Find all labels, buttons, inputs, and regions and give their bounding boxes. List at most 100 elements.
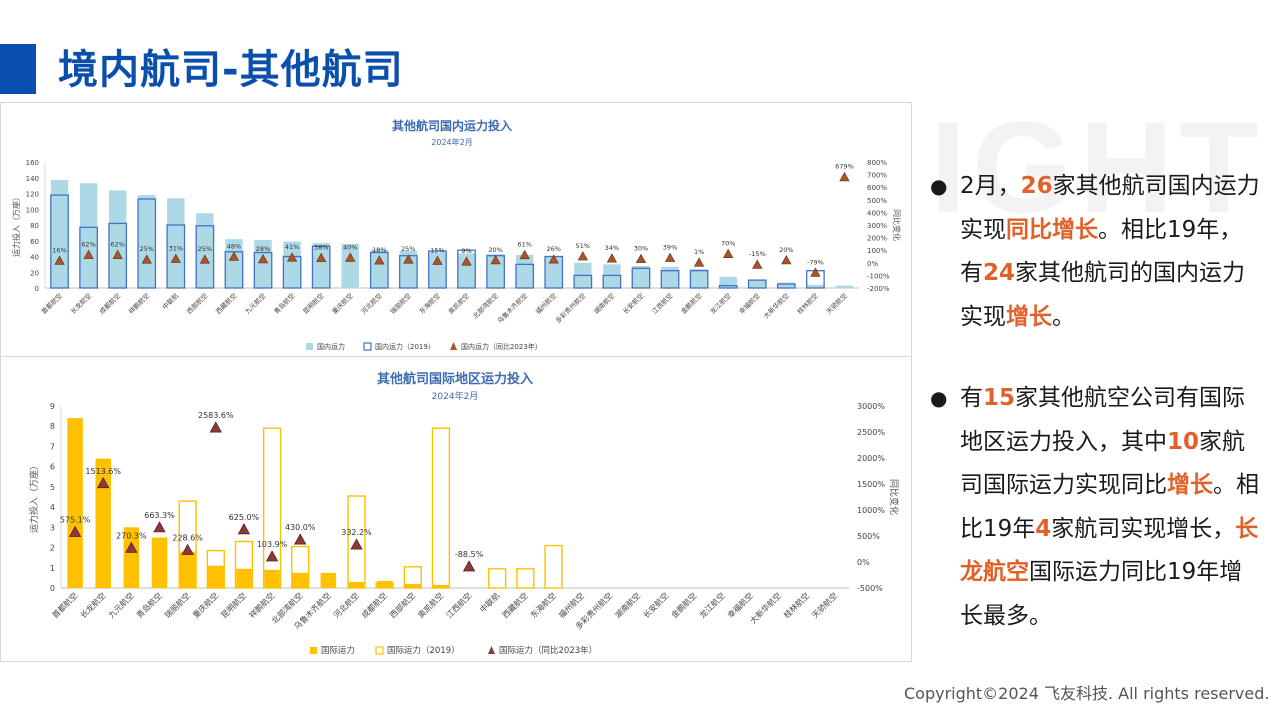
category-label: 桂林航空	[795, 291, 820, 316]
category-label: 成都航空	[359, 590, 389, 620]
category-label: 金鹏航空	[679, 291, 704, 316]
legend-swatch	[488, 646, 495, 654]
data-label: 663.3%	[144, 511, 175, 520]
category-label: 首都航空	[50, 590, 80, 620]
legend-label: 国内运力（同比2023年）	[461, 342, 542, 351]
y2-tick-label: 500%	[867, 197, 887, 205]
category-label: 天骄航空	[810, 590, 840, 620]
yoy-marker	[432, 255, 443, 265]
y-tick-label: 80	[30, 222, 39, 230]
bar	[428, 252, 447, 288]
highlight-text: 增长	[1167, 472, 1213, 498]
yoy-marker	[635, 253, 647, 264]
bullet-text-run: 家航司国际运力实现同比	[960, 428, 1246, 499]
category-label: 金鹏航空	[669, 590, 699, 620]
yoy-marker	[257, 253, 269, 264]
y2-tick-label: 700%	[867, 172, 887, 180]
legend-label: 国际运力（2019）	[387, 645, 460, 656]
data-label: 25%	[198, 245, 212, 253]
category-label: 西部航空	[388, 590, 418, 620]
bullet-text-run: 家航司实现增长，	[1051, 515, 1236, 542]
bar-2019-outline	[516, 568, 535, 589]
bar	[264, 569, 280, 588]
bar-2019-outline	[311, 245, 331, 289]
legend-label: 国际运力	[321, 645, 355, 656]
data-label: 430.0%	[285, 523, 316, 532]
bar	[320, 572, 337, 588]
yoy-marker	[286, 252, 298, 262]
yoy-marker	[752, 259, 763, 269]
bar	[167, 198, 185, 288]
bar	[292, 572, 308, 588]
legend-label: 国内运力（2019）	[375, 342, 435, 351]
yoy-marker	[693, 257, 705, 267]
category-label: 河北航空	[359, 291, 384, 316]
category-label: 天骄航空	[824, 291, 849, 316]
category-label: 东海航空	[417, 291, 442, 316]
bar	[399, 250, 418, 288]
highlight-text: 增长	[1006, 303, 1052, 330]
legend-swatch	[375, 646, 384, 655]
category-label: 北部湾航空	[471, 291, 501, 321]
bar	[108, 190, 127, 288]
legend-label: 国际运力（同比2023年）	[499, 645, 597, 656]
category-label: 福州航空	[533, 291, 558, 316]
yoy-marker	[548, 254, 559, 264]
yoy-marker	[170, 253, 182, 263]
category-label: 首都航空	[39, 291, 64, 316]
data-label: 103.9%	[257, 540, 288, 549]
y2-tick-label: 1500%	[857, 480, 885, 489]
bar	[208, 565, 224, 588]
yoy-marker	[181, 543, 194, 555]
yoy-marker	[294, 533, 307, 545]
category-label: 西藏航空	[214, 291, 239, 316]
yoy-marker	[209, 421, 222, 433]
bar	[236, 568, 252, 588]
data-label: 20%	[779, 246, 793, 254]
y2-tick-label: 600%	[867, 184, 887, 192]
category-label: 桂林航空	[782, 590, 812, 620]
yoy-marker	[125, 541, 138, 553]
y-axis-title: 运力投入（万座）	[28, 461, 40, 533]
watermark: IGHT	[930, 94, 1265, 240]
data-label: 61%	[517, 241, 531, 249]
data-label: 70%	[721, 239, 735, 247]
y-tick-label: 7	[50, 442, 55, 451]
bar-2019-outline	[718, 284, 738, 289]
bar	[348, 581, 365, 588]
bar	[179, 551, 196, 588]
bar-2019-outline	[776, 283, 796, 289]
category-label: 奥凯航空	[416, 590, 446, 620]
data-label: 332.2%	[341, 528, 372, 537]
yoy-marker	[374, 255, 385, 265]
data-label: 26%	[547, 245, 561, 253]
legend-label: 国内运力	[317, 342, 345, 351]
data-label: 34%	[605, 244, 619, 252]
category-label: 九元航空	[243, 291, 268, 316]
data-label: 1513.6%	[85, 467, 121, 476]
bar	[50, 180, 69, 288]
legend-swatch	[306, 343, 313, 350]
bullet-text-run: 家其他航司国内运力实现	[960, 173, 1260, 243]
y2-tick-label: 500%	[857, 532, 880, 541]
category-label: 西藏航空	[500, 590, 530, 620]
copyright-notice: Copyright©2024 飞友科技. All rights reserved…	[904, 684, 1270, 703]
bullet-dot-icon: ●	[930, 174, 948, 198]
yoy-marker	[83, 249, 94, 259]
yoy-marker	[153, 521, 166, 533]
y2-tick-label: 200%	[867, 235, 887, 243]
highlight-text: 26	[1020, 173, 1053, 199]
bar-2019-outline	[457, 249, 476, 289]
bar	[603, 264, 621, 288]
yoy-marker	[490, 254, 501, 265]
bar-2019-outline	[291, 545, 310, 589]
y2-tick-label: 2000%	[857, 454, 885, 463]
data-label: 39%	[663, 243, 677, 251]
y2-tick-label: 3000%	[857, 402, 885, 411]
category-label: 江西航空	[444, 590, 474, 620]
data-label: 18%	[372, 246, 386, 254]
category-label: 青岛航空	[272, 291, 297, 316]
category-label: 长安航空	[621, 291, 646, 316]
data-label: 41%	[285, 243, 299, 251]
data-label: 38%	[314, 244, 328, 252]
